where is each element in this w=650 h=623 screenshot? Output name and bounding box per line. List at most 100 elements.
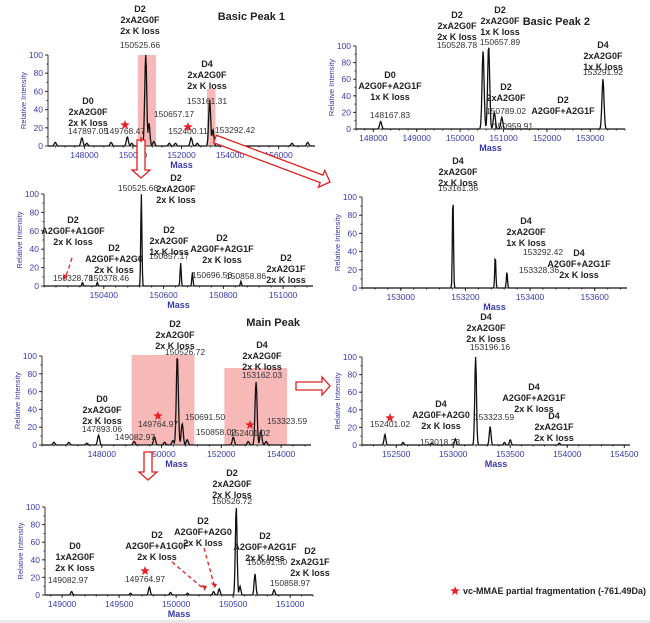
spectrum-trace — [45, 508, 313, 596]
arrow-head-icon — [201, 585, 207, 590]
annotation-label: 2x K loss — [559, 270, 599, 280]
annotation-label: 2x K loss — [156, 195, 196, 205]
x-tick-label: 151000 — [269, 290, 298, 300]
mass-label: 150691.50 — [185, 412, 225, 422]
dashed-arrow — [65, 257, 73, 277]
mass-label: 149764.97 — [125, 574, 165, 584]
spectrum-trace — [356, 47, 625, 130]
mass-label: 150858.02 — [196, 427, 236, 437]
x-tick-label: 150600 — [149, 290, 178, 300]
y-tick-label: 20 — [30, 263, 40, 273]
x-axis-label: Mass — [485, 459, 508, 469]
arrow-head-icon — [211, 583, 217, 588]
mass-label: 150526.72 — [212, 496, 252, 506]
x-tick-label: 150000 — [446, 133, 475, 143]
mass-label: 147893.06 — [82, 424, 122, 434]
annotation-label: 2x K loss — [514, 404, 554, 414]
block-arrow-diagonal — [212, 134, 331, 189]
x-tick-label: 150800 — [209, 290, 238, 300]
annotation-label: 2x K loss — [82, 416, 122, 426]
y-tick-label: 40 — [342, 91, 352, 101]
mass-label: 153161.31 — [187, 96, 227, 106]
peak-annotation: 149768.47 — [105, 120, 145, 136]
annotation-label: D2 — [494, 5, 506, 15]
x-tick-label: 154000 — [267, 449, 296, 459]
chart-title: Main Peak — [246, 317, 301, 329]
mass-label: 150959.91 — [493, 121, 533, 131]
y-tick-label: 80 — [348, 370, 358, 380]
annotation-label: 2x K loss — [466, 334, 506, 344]
annotation-label: 2xA2G1F — [266, 264, 306, 274]
mass-label: 147897.05 — [68, 126, 108, 136]
y-tick-label: 20 — [342, 107, 352, 117]
mass-label: 153292.42 — [523, 247, 563, 257]
y-tick-label: 60 — [348, 387, 358, 397]
y-tick-label: 40 — [34, 105, 44, 115]
x-tick-label: 153200 — [451, 292, 480, 302]
annotation-label: 2xA2G0F — [583, 51, 623, 61]
x-axis-label: Mass — [168, 609, 191, 619]
y-tick-label: 20 — [348, 422, 358, 432]
star-icon — [120, 120, 130, 129]
mass-label: 153328.36 — [519, 265, 559, 275]
chart-bp1-full: 0 20 40 60 80 100 148000 150000 152000 154000 1560… — [19, 4, 315, 170]
peak-annotation: 150657.17 — [154, 109, 194, 119]
annotation-label: D4 — [201, 59, 213, 69]
peak-annotation: 150691.50 — [185, 412, 225, 422]
annotation-label: D2 — [151, 530, 163, 540]
mass-label: 152401.02 — [230, 428, 270, 438]
y-tick-label: 0 — [352, 440, 357, 450]
annotation-label: 2x K loss — [120, 26, 160, 36]
y-tick-label: 80 — [30, 207, 40, 217]
mass-label: 153323.59 — [474, 412, 514, 422]
y-tick-label: 100 — [343, 352, 357, 362]
x-tick-label: 153600 — [580, 292, 609, 302]
annotation-label: 2xA2G0F — [486, 93, 526, 103]
annotation-label: D0 — [96, 394, 108, 404]
arrow-head-icon — [63, 274, 68, 280]
dashed-arrow — [171, 561, 206, 591]
annotation-label: D4 — [435, 399, 447, 409]
x-axis-label: Mass — [165, 459, 188, 469]
x-tick-label: 152000 — [207, 449, 236, 459]
block-arrow-body — [212, 134, 331, 189]
annotation-label: 2x K loss — [183, 538, 223, 548]
x-tick-label: 150000 — [147, 449, 176, 459]
mass-label: 150657.89 — [480, 37, 520, 47]
mass-label: 153162.03 — [242, 370, 282, 380]
annotation-label: A2G0F+A2G1F — [547, 259, 611, 269]
mass-label: 150328.78 — [53, 273, 93, 283]
mass-label: 152400.11 — [168, 126, 208, 136]
block-arrow-down — [137, 451, 159, 481]
y-tick-label: 100 — [29, 50, 43, 60]
annotation-label: D4 — [548, 411, 560, 421]
chart-title: Basic Peak 2 — [523, 16, 590, 28]
mass-label: 150657.17 — [149, 251, 189, 261]
x-tick-label: 153000 — [576, 133, 605, 143]
star-icon — [385, 413, 395, 422]
x-tick-label: 150000 — [119, 150, 148, 160]
annotation-label: 2xA2G0F — [156, 184, 196, 194]
y-tick-label: 80 — [348, 210, 358, 220]
y-tick-label: 80 — [31, 520, 41, 530]
x-tick-label: 153400 — [516, 292, 545, 302]
y-tick-label: 0 — [352, 283, 357, 293]
mass-label: 149764.97 — [138, 419, 178, 429]
x-tick-label: 152000 — [533, 133, 562, 143]
annotation-label: 2x K loss — [212, 490, 252, 500]
